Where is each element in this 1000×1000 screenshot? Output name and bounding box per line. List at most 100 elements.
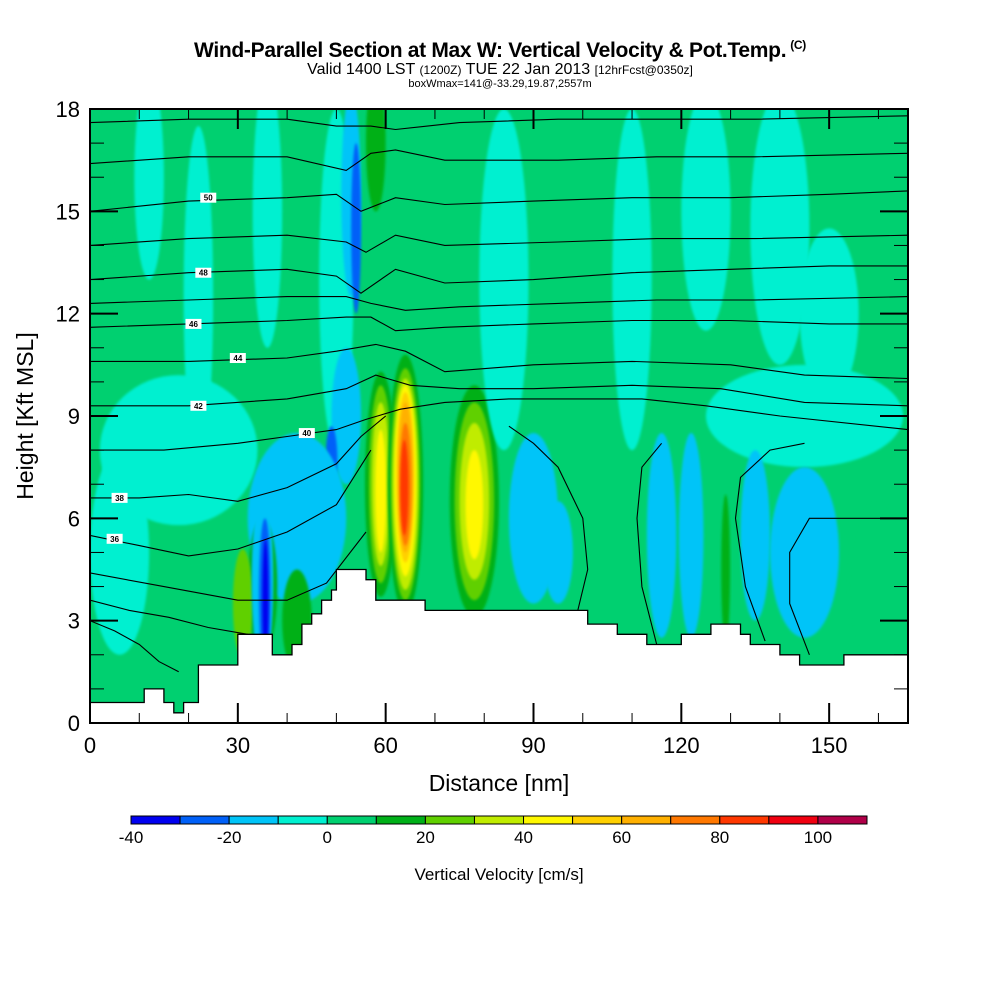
colorbar-bin <box>523 815 574 825</box>
contour-label-bg <box>229 353 246 364</box>
velocity-cell <box>848 501 908 672</box>
theta-contour <box>90 149 908 171</box>
y-tick-label: 9 <box>68 404 80 429</box>
velocity-cell <box>646 433 677 638</box>
theta-contour <box>90 599 248 635</box>
contour-label: 50 <box>204 194 213 203</box>
y-tick-label: 0 <box>68 711 80 736</box>
x-tick-label: 150 <box>811 733 848 758</box>
valid-time: Valid 1400 LST <box>307 61 416 78</box>
valid-date: TUE 22 Jan 2013 <box>465 61 591 78</box>
colorbar-bin <box>670 815 721 825</box>
velocity-cell <box>400 439 409 536</box>
colorbar-bin <box>228 815 279 825</box>
colorbar: -40 -20 0 20 40 60 80 100 <box>119 815 868 847</box>
theta-contour <box>90 190 908 212</box>
velocity-cell <box>351 143 362 314</box>
theta-contour <box>90 531 367 601</box>
theta-contour <box>789 517 908 655</box>
x-tick-label: 120 <box>663 733 700 758</box>
colorbar-tick-label: 0 <box>323 828 332 847</box>
theta-contour <box>90 265 908 294</box>
velocity-cell <box>252 109 283 348</box>
velocity-cell <box>678 433 704 638</box>
velocity-cell <box>134 109 164 280</box>
colorbar-bin <box>326 815 377 825</box>
chart-title-text: Wind-Parallel Section at Max W: Vertical… <box>194 39 787 62</box>
contour-label: 46 <box>189 320 198 329</box>
colorbar-tick-label: 20 <box>416 828 435 847</box>
theta-contour <box>508 425 589 611</box>
y-tick-label: 12 <box>56 302 80 327</box>
y-tick-label: 6 <box>68 506 80 531</box>
theta-contour <box>636 442 663 645</box>
colorbar-tick-label: 60 <box>612 828 631 847</box>
contour-label-bg <box>111 492 128 503</box>
terrain-layer <box>90 568 908 723</box>
x-tick-label: 60 <box>373 733 397 758</box>
colorbar-bin <box>473 815 525 825</box>
contour-label-bg <box>195 267 212 278</box>
colorbar-bin <box>768 815 819 825</box>
x-tick-label: 30 <box>226 733 250 758</box>
colorbar-tick-label: 40 <box>514 828 533 847</box>
velocity-cell <box>705 364 904 468</box>
theta-contour <box>90 415 387 502</box>
contour-label: 42 <box>194 402 203 411</box>
colorbar-tick-label: -40 <box>119 828 144 847</box>
contour-label: 36 <box>110 535 119 544</box>
velocity-cell <box>770 467 840 638</box>
theta-contour <box>90 296 908 311</box>
velocity-cell <box>479 109 529 451</box>
velocity-cell <box>799 228 859 399</box>
colorbar-tick-label: 100 <box>804 828 832 847</box>
theta-contour <box>90 316 908 332</box>
y-tick-label: 18 <box>56 97 80 122</box>
colorbar-bin <box>179 815 230 825</box>
colorbar-tick-label: -20 <box>217 828 242 847</box>
copyright-mark: (C) <box>790 38 806 52</box>
colorbar-bin <box>130 815 181 825</box>
chart-title: Wind-Parallel Section at Max W: Vertical… <box>0 38 1000 63</box>
colorbar-bin <box>375 815 426 825</box>
theta-contours <box>90 115 908 673</box>
y-tick-label: 3 <box>68 609 80 634</box>
contour-label-bg <box>190 400 207 411</box>
velocity-cell <box>750 109 810 365</box>
theta-contour <box>90 115 908 131</box>
terrain-profile <box>90 568 908 723</box>
velocity-cell <box>543 501 573 604</box>
velocity-cell <box>331 347 362 485</box>
velocity-cell <box>681 109 731 331</box>
x-tick-label: 90 <box>521 733 545 758</box>
y-tick-label: 15 <box>56 199 80 224</box>
velocity-cell <box>721 494 731 645</box>
colorbar-bin <box>621 815 672 825</box>
velocity-cell <box>365 109 386 212</box>
colorbar-bin <box>424 815 475 825</box>
velocity-cell <box>375 429 387 553</box>
velocity-cell <box>465 450 484 560</box>
velocity-cell <box>232 549 253 659</box>
valid-utc: (1200Z) <box>419 63 462 77</box>
colorbar-bin <box>719 815 770 825</box>
velocity-cell <box>740 450 771 621</box>
colorbar-bin <box>572 815 623 825</box>
y-axis-title: Height [Kft MSL] <box>12 332 38 499</box>
colorbar-bin <box>817 815 868 825</box>
velocity-cell <box>612 109 652 451</box>
colorbar-tick-label: 80 <box>710 828 729 847</box>
theta-contour <box>90 234 908 253</box>
x-tick-label: 0 <box>84 733 96 758</box>
theta-contour <box>90 398 908 451</box>
colorbar-bin <box>277 815 328 825</box>
theta-contour <box>90 620 179 673</box>
contour-labels: 36 38 40 42 44 46 48 50 <box>106 192 315 544</box>
contour-label-bg <box>200 192 217 203</box>
boxwmax-note: boxWmax=141@-33.29,19.87,2557m <box>408 78 592 90</box>
theta-contour <box>734 442 805 642</box>
contour-label-bg <box>298 428 315 439</box>
contour-label: 40 <box>302 429 311 438</box>
